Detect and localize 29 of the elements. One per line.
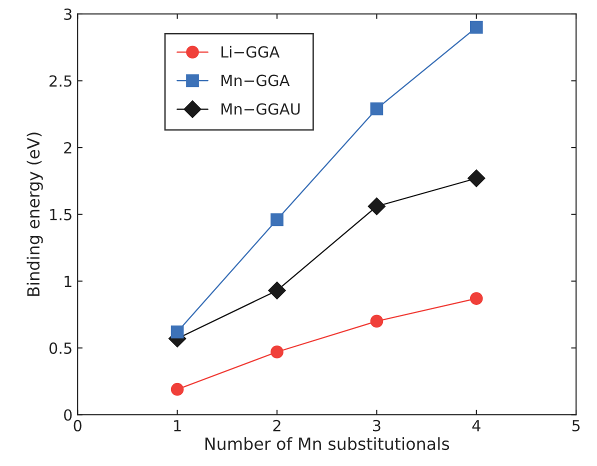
y-tick-label: 0.5	[49, 342, 72, 354]
point	[270, 346, 284, 358]
point	[270, 213, 284, 226]
point	[470, 20, 483, 34]
legend-label: Mn−GGAU	[222, 103, 300, 115]
legend-label: Li−GGA	[222, 46, 280, 58]
x-tick-label: 1	[174, 420, 181, 432]
x-tick-label: 0	[74, 420, 82, 432]
point	[170, 325, 184, 338]
x-tick-label: 4	[472, 420, 480, 432]
point	[268, 282, 286, 300]
point	[470, 292, 483, 305]
y-tick-label: 2.5	[50, 75, 72, 87]
y-axis-title: Binding energy (eV)	[26, 132, 43, 296]
point	[370, 314, 384, 328]
y-tick-label: 0	[64, 409, 72, 421]
y-tick-label: 1	[64, 276, 72, 287]
point	[468, 169, 486, 188]
x-tick-label: 3	[373, 420, 380, 432]
point	[370, 102, 384, 116]
x-tick-label: 2	[273, 420, 280, 432]
point	[368, 197, 386, 216]
x-tick-label: 5	[572, 420, 580, 432]
y-tick-label: 2	[64, 142, 72, 154]
x-axis-title: Number of Mn substitutionals	[205, 437, 450, 450]
y-tick-label: 3	[64, 8, 72, 20]
y-tick-label: 1.5	[50, 209, 72, 220]
point	[170, 382, 184, 396]
legend-label: Mn−GGA	[222, 74, 290, 86]
